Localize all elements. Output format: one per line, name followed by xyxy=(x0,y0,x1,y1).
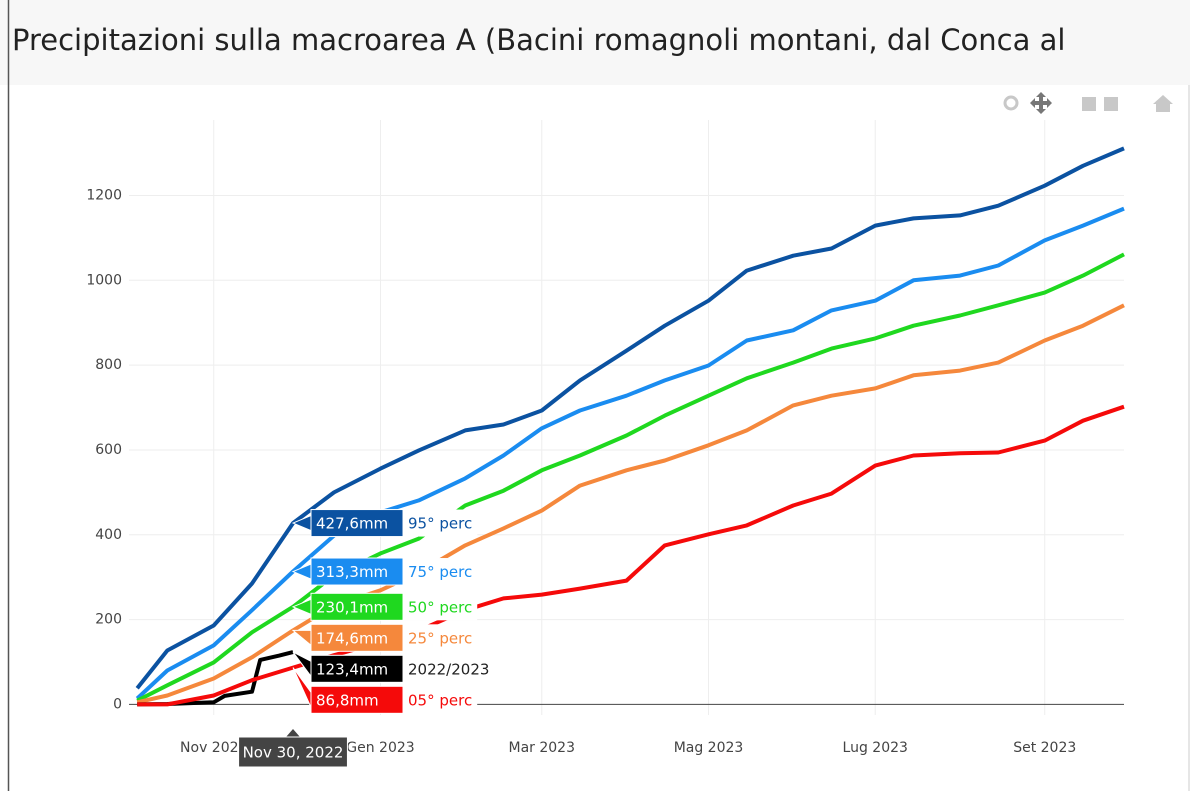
pan-button[interactable] xyxy=(1030,92,1052,114)
hover-box xyxy=(310,685,404,714)
y-tick-label: 400 xyxy=(95,527,122,543)
series-line xyxy=(135,146,1125,690)
hover-name-bg xyxy=(403,624,478,652)
hover-x-label: Nov 30, 2022 xyxy=(238,729,348,768)
y-tick-label: 0 xyxy=(113,696,122,712)
hover-name-bg xyxy=(403,509,478,537)
x-tick-label: Nov 2022 xyxy=(180,740,247,756)
hover-name-bg xyxy=(403,686,478,714)
zoom-button[interactable] xyxy=(1003,95,1019,111)
y-tick-label: 200 xyxy=(95,612,122,628)
hover-box xyxy=(310,592,404,621)
reset-button[interactable] xyxy=(1153,95,1173,112)
title-bar xyxy=(0,0,1190,85)
hover-pointer xyxy=(292,667,312,708)
hover-value: 123,4mm xyxy=(316,660,388,678)
x-tick-label: Set 2023 xyxy=(1013,740,1076,756)
series-line xyxy=(137,404,1125,707)
y-tick-label: 1000 xyxy=(86,272,122,288)
hover-name-bg xyxy=(403,593,478,621)
hover-value: 313,3mm xyxy=(316,563,388,581)
x-tick-label: Mar 2023 xyxy=(509,740,576,756)
hover-name-bg xyxy=(403,558,478,586)
hover-value: 174,6mm xyxy=(316,629,388,647)
hover-pointer xyxy=(291,629,312,647)
y-tick-label: 1200 xyxy=(86,187,122,203)
hover-value: 427,6mm xyxy=(316,515,388,533)
x-tick-label: Lug 2023 xyxy=(843,740,908,756)
hover-name: 50° perc xyxy=(408,598,472,616)
modebar[interactable] xyxy=(1003,92,1173,114)
hover-box xyxy=(310,623,404,652)
zoom-in-button[interactable] xyxy=(1082,97,1096,111)
hover-box xyxy=(310,509,404,538)
hover-name: 75° perc xyxy=(408,563,472,581)
chart-title: Precipitazioni sulla macroarea A (Bacini… xyxy=(12,23,1065,57)
hover-name: 05° perc xyxy=(408,691,472,709)
hover-name: 25° perc xyxy=(408,629,472,647)
hover-x-pointer xyxy=(286,729,301,737)
hover-name-bg xyxy=(403,655,495,683)
hover-pointer xyxy=(291,563,312,580)
hover-value: 230,1mm xyxy=(316,598,388,616)
hover-box xyxy=(310,654,404,683)
y-tick-label: 600 xyxy=(95,442,122,458)
y-tick-label: 800 xyxy=(95,357,122,373)
hover-x-text: Nov 30, 2022 xyxy=(243,744,344,762)
x-tick-label: Mag 2023 xyxy=(674,740,744,756)
hover-value: 86,8mm xyxy=(316,691,379,709)
hover-name: 2022/2023 xyxy=(408,660,489,678)
plot-area: Nov 2022 Gen 2023 Mar 2023 Mag 2023 Lug 2023… xyxy=(86,120,1125,768)
hover-x-box xyxy=(238,736,348,768)
hover-name: 95° perc xyxy=(408,515,472,533)
x-tick-label: Gen 2023 xyxy=(346,740,414,756)
zoom-out-button[interactable] xyxy=(1104,97,1118,111)
